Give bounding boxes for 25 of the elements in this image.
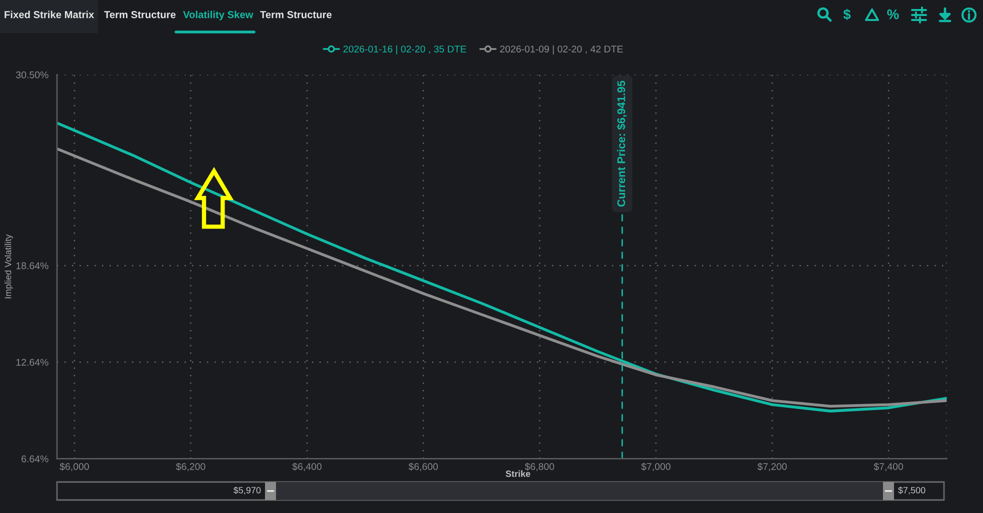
y-axis-title: Implied Volatility [4,234,13,298]
y-tick-label: 18.64% [16,262,48,270]
x-tick-label: $6,600 [408,462,438,472]
x-tick-label: $7,200 [757,462,787,472]
text: Term Structure [260,11,332,18]
legend-label: 2026-01-16 | 02-20 , 35 DTE [343,45,466,54]
x-tick-label: $7,400 [874,462,904,472]
text: $ [843,8,851,20]
text: Volatility Skew [183,10,254,20]
x-tick-label: $7,000 [641,462,670,472]
x-axis-title: Strike [506,470,530,477]
y-tick-label: 12.64% [16,358,48,366]
x-tick-label: $6,000 [60,462,89,472]
text: $7,500 [898,486,926,494]
text: Fixed Strike Matrix [4,10,94,18]
x-tick-label: $6,800 [524,462,554,472]
text: % [887,9,899,20]
text: $5,970 [233,486,261,494]
y-tick-label: 30.50% [16,71,48,78]
x-tick-label: $6,400 [292,462,322,472]
text: Term Structure [104,11,176,18]
x-tick-label: $6,200 [176,462,206,472]
ref-line-label: Current Price: $6,941.95 [616,80,627,207]
y-tick-label: 6.64% [22,455,48,462]
legend-label: 2026-01-09 | 02-20 , 42 DTE [500,45,623,54]
